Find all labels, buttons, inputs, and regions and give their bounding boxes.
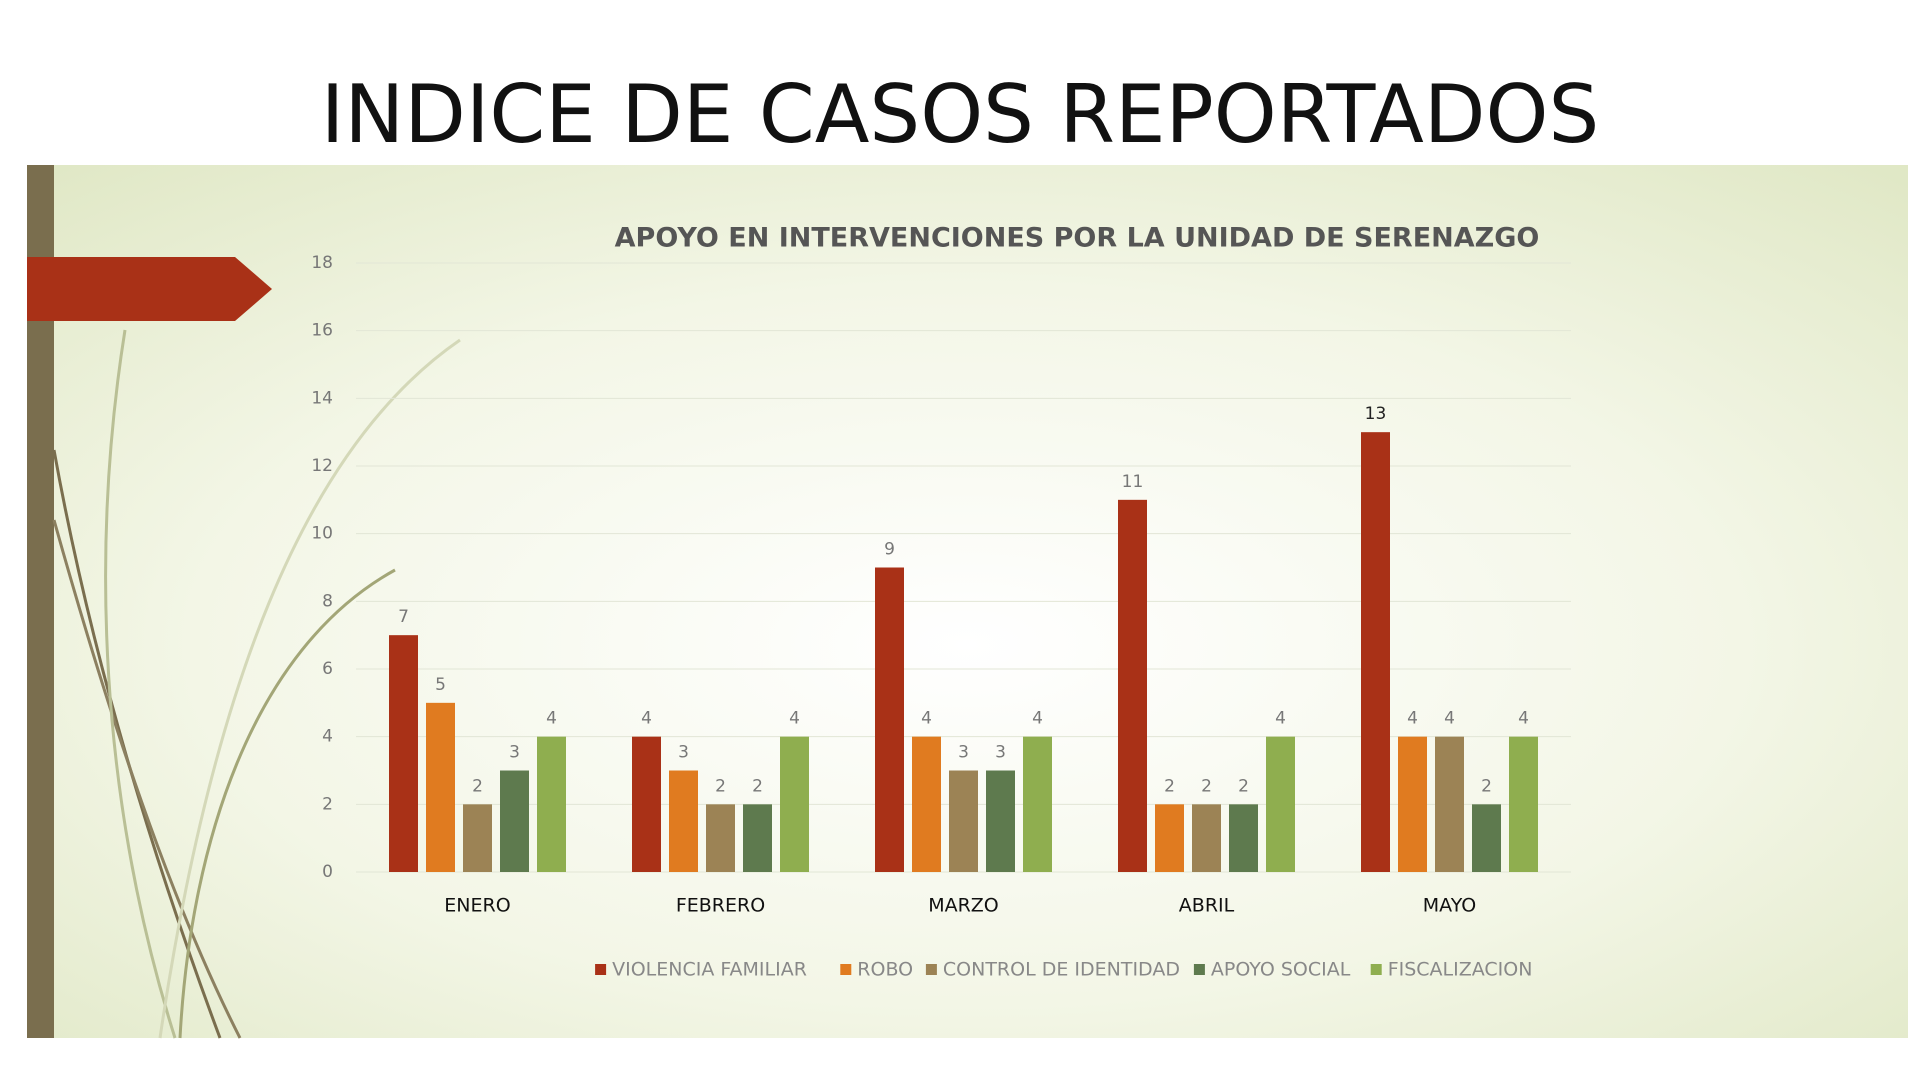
legend-swatch <box>840 964 852 975</box>
bar <box>1155 804 1184 872</box>
data-label: 5 <box>435 675 446 695</box>
curves <box>52 329 461 1039</box>
legend-label: FISCALIZACION <box>1388 959 1533 981</box>
x-tick-label: MARZO <box>928 895 999 917</box>
data-label: 9 <box>884 540 895 560</box>
legend-swatch <box>925 964 937 975</box>
data-label: 3 <box>958 743 969 763</box>
bar <box>1229 804 1258 872</box>
bar <box>1023 736 1052 872</box>
data-label: 2 <box>715 776 726 796</box>
legend-label: APOYO SOCIAL <box>1211 959 1351 981</box>
chart-title: APOYO EN INTERVENCIONES POR LA UNIDAD DE… <box>615 223 1540 254</box>
bar <box>743 804 772 872</box>
data-label: 13 <box>1365 404 1387 424</box>
data-label: 2 <box>472 776 483 796</box>
y-tick-label: 14 <box>311 388 333 408</box>
bar <box>875 567 904 872</box>
data-label: 4 <box>789 709 800 729</box>
legend-label: VIOLENCIA FAMILIAR <box>612 959 807 981</box>
bar <box>986 770 1015 872</box>
y-tick-label: 10 <box>311 524 333 544</box>
data-label: 11 <box>1122 472 1144 492</box>
data-label: 4 <box>921 709 932 729</box>
arrow-decoration <box>27 257 272 321</box>
x-tick-label: MAYO <box>1423 895 1476 917</box>
data-label: 4 <box>641 709 652 729</box>
bar <box>1192 804 1221 872</box>
data-label: 2 <box>1238 776 1249 796</box>
bar <box>912 736 941 872</box>
legend-label: ROBO <box>857 959 913 981</box>
y-tick-label: 4 <box>322 727 333 747</box>
data-label: 4 <box>1032 709 1043 729</box>
y-tick-label: 2 <box>322 794 333 814</box>
data-label: 4 <box>1275 709 1286 729</box>
bar <box>1435 736 1464 872</box>
y-tick-label: 16 <box>311 321 333 341</box>
bar <box>1361 432 1390 872</box>
data-label: 3 <box>995 743 1006 763</box>
bar <box>500 770 529 872</box>
x-tick-label: ABRIL <box>1179 895 1235 917</box>
y-tick-label: 6 <box>322 659 333 679</box>
data-label: 2 <box>1164 776 1175 796</box>
bar <box>426 702 455 872</box>
bar <box>1118 499 1147 872</box>
x-tick-label: FEBRERO <box>676 895 765 917</box>
legend-label: CONTROL DE IDENTIDAD <box>943 959 1180 981</box>
data-label: 7 <box>398 607 409 627</box>
y-tick-label: 0 <box>322 862 333 882</box>
bar <box>949 770 978 872</box>
legend-swatch <box>1193 964 1205 975</box>
data-label: 4 <box>1518 709 1529 729</box>
y-tick-label: 18 <box>311 253 333 273</box>
y-tick-label: 12 <box>311 456 333 476</box>
data-label: 2 <box>752 776 763 796</box>
x-tick-label: ENERO <box>444 895 510 917</box>
bar <box>1472 804 1501 872</box>
bar <box>780 736 809 872</box>
data-label: 3 <box>509 743 520 763</box>
data-label: 4 <box>1407 709 1418 729</box>
data-label: 4 <box>546 709 557 729</box>
bar <box>1266 736 1295 872</box>
bar <box>669 770 698 872</box>
bar <box>1509 736 1538 872</box>
bar <box>706 804 735 872</box>
legend-swatch <box>1370 964 1382 975</box>
bar <box>463 804 492 872</box>
data-label: 2 <box>1201 776 1212 796</box>
data-label: 2 <box>1481 776 1492 796</box>
data-label: 4 <box>1444 709 1455 729</box>
legend-swatch <box>595 964 607 975</box>
bar <box>632 736 661 872</box>
data-label: 3 <box>678 743 689 763</box>
bar <box>1398 736 1427 872</box>
y-tick-label: 8 <box>322 591 333 611</box>
slide-title: INDICE DE CASOS REPORTADOS <box>321 68 1599 161</box>
bar <box>537 736 566 872</box>
bar <box>389 635 418 872</box>
